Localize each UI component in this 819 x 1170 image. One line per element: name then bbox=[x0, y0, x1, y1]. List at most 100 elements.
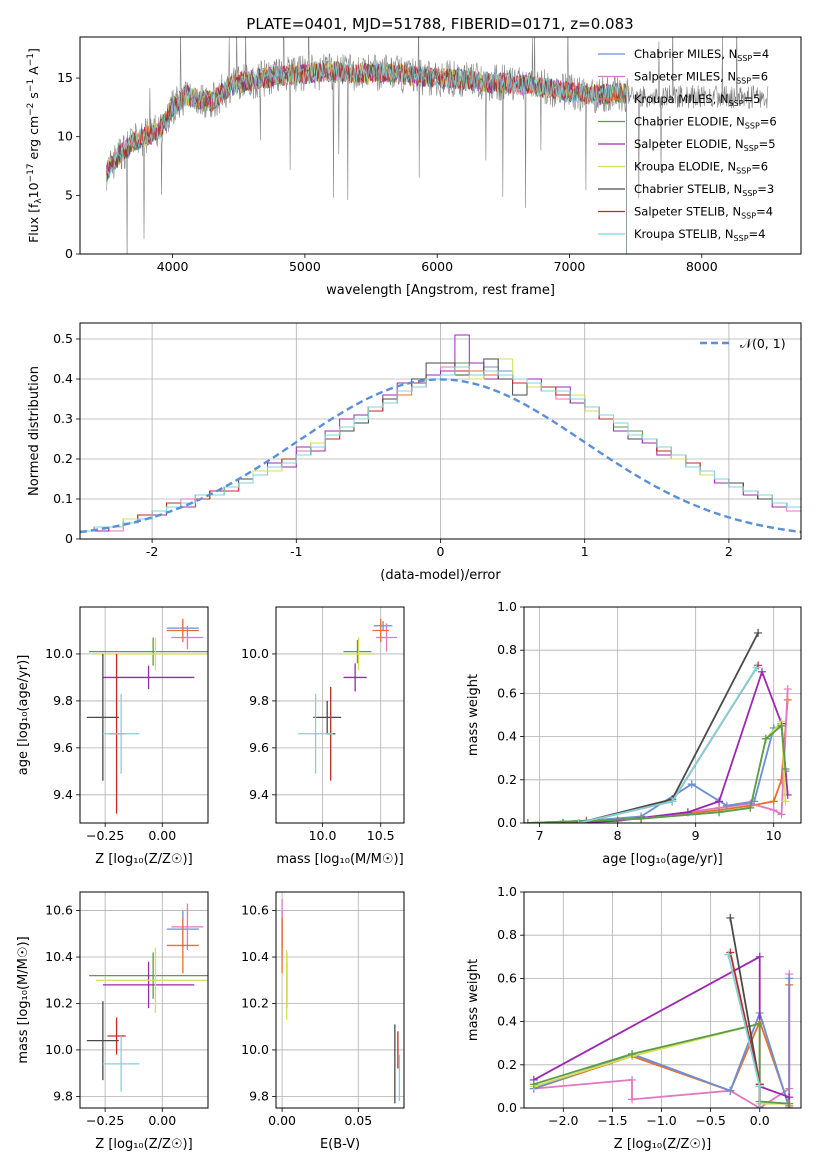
axes-frame bbox=[79, 891, 209, 1109]
x-axis-label: wavelength [Angstrom, rest frame] bbox=[326, 283, 555, 298]
legend-label: Salpeter STELIB, NSSP=4 bbox=[634, 205, 773, 221]
panel-age-vs-mass: 10.0 10.5 9.4 9.6 9.8 10.0 mass [log₁₀(M/M☉)] bbox=[241, 606, 405, 867]
x-tick-label: −0.25 bbox=[86, 828, 124, 843]
plot-area-massweight-vs-Z bbox=[529, 913, 794, 1108]
y-tick-label: 15 bbox=[57, 70, 73, 85]
y-tick-label: 10.0 bbox=[45, 646, 73, 661]
x-axis-label: (data-model)/error bbox=[380, 568, 501, 583]
x-tick-label: 6000 bbox=[421, 259, 453, 274]
histogram-step bbox=[80, 362, 801, 532]
panel-residuals: -2 -1 0 1 2 0 0.1 0.2 0.3 0.4 0.5 𝒩(0, 1) (data-mode… bbox=[27, 322, 802, 583]
y-tick-label: 9.6 bbox=[53, 740, 73, 755]
axes-frame bbox=[79, 606, 209, 824]
y-tick-label: 10 bbox=[57, 129, 73, 144]
y-tick-label: 0.5 bbox=[53, 331, 73, 346]
y-tick-label: 0.0 bbox=[497, 815, 517, 830]
y-tick-label: 10.2 bbox=[45, 995, 73, 1010]
axes-frame bbox=[523, 606, 802, 824]
weight-marker bbox=[755, 1104, 764, 1108]
weight-marker bbox=[785, 974, 794, 983]
weight-marker bbox=[777, 810, 786, 819]
weight-marker bbox=[755, 952, 764, 961]
axes-frame bbox=[523, 891, 802, 1109]
weight-marker bbox=[777, 721, 786, 730]
histogram-step bbox=[80, 366, 801, 532]
legend-label: Salpeter ELODIE, NSSP=5 bbox=[634, 137, 776, 153]
y-tick-label: 9.8 bbox=[249, 693, 269, 708]
plot-area-spectrum bbox=[106, 37, 769, 254]
weight-line bbox=[578, 632, 759, 823]
legend-label: Kroupa STELIB, NSSP=4 bbox=[634, 227, 765, 243]
panel-age-vs-Z: −0.25 0.00 9.4 9.6 9.8 10.0 Z [log₁₀(Z/Z☉)] age… bbox=[16, 606, 209, 867]
histogram-step bbox=[80, 362, 801, 532]
weight-marker bbox=[746, 803, 755, 812]
y-tick-label: 9.4 bbox=[53, 787, 73, 802]
y-tick-label: 0.8 bbox=[497, 642, 517, 657]
y-tick-label: 1.0 bbox=[497, 884, 517, 899]
y-axis-label: Normed distribution bbox=[27, 366, 42, 496]
y-tick-label: 1.0 bbox=[497, 599, 517, 614]
x-axis-label: Z [log₁₀(Z/Z☉)] bbox=[95, 852, 192, 867]
y-tick-label: 10.6 bbox=[45, 903, 73, 918]
y-tick-label: 10.4 bbox=[45, 949, 73, 964]
axes-frame bbox=[79, 36, 802, 255]
y-tick-label: 0.0 bbox=[497, 1100, 517, 1115]
weight-marker bbox=[781, 765, 790, 773]
panel-massweight-vs-Z: −2.0 −1.5 −1.0 −0.5 0.0 0.0 0.2 0.4 0.6 0.8 1.0 Z [… bbox=[466, 884, 802, 1152]
x-tick-label: −1.5 bbox=[597, 1113, 627, 1128]
y-tick-label: 10.0 bbox=[45, 1042, 73, 1057]
plot-area-mass-vs-ebv bbox=[281, 898, 401, 1104]
weight-marker bbox=[783, 685, 792, 694]
weight-marker bbox=[715, 797, 724, 806]
y-tick-label: 0.4 bbox=[53, 371, 73, 386]
x-axis-label: age [log₁₀(age/yr)] bbox=[602, 852, 723, 867]
weight-marker bbox=[628, 1050, 637, 1058]
plot-area-mass-vs-Z bbox=[86, 903, 208, 1092]
weight-marker bbox=[761, 734, 770, 743]
x-tick-label: 0.0 bbox=[750, 1113, 770, 1128]
histogram-step bbox=[80, 358, 801, 532]
weight-marker bbox=[781, 797, 790, 806]
histogram-step bbox=[80, 366, 801, 532]
weight-marker bbox=[726, 913, 735, 922]
x-tick-label: −1.0 bbox=[646, 1113, 676, 1128]
weight-marker bbox=[724, 950, 733, 959]
y-axis-label: mass weight bbox=[466, 674, 481, 756]
histogram-step bbox=[80, 366, 801, 532]
weight-marker bbox=[752, 663, 761, 672]
y-tick-label: 0.8 bbox=[497, 927, 517, 942]
weight-marker bbox=[755, 1019, 764, 1028]
legend-label: Kroupa ELODIE, NSSP=6 bbox=[634, 160, 768, 176]
y-axis-label: age [log₁₀(age/yr)] bbox=[16, 655, 31, 776]
weight-marker bbox=[559, 819, 568, 823]
panel-massweight-vs-age: 7 8 9 10 0.0 0.2 0.4 0.6 0.8 1.0 age [log₁₀(age/yr… bbox=[466, 599, 802, 867]
x-tick-label: 9 bbox=[692, 828, 700, 843]
weight-marker bbox=[637, 814, 646, 823]
weight-marker bbox=[715, 808, 724, 817]
plot-area-age-vs-Z bbox=[86, 618, 208, 814]
model-spectrum bbox=[106, 61, 627, 254]
weight-marker bbox=[613, 816, 622, 823]
x-axis-label: Z [log₁₀(Z/Z☉)] bbox=[95, 1137, 192, 1152]
y-tick-label: 10.0 bbox=[241, 646, 269, 661]
y-tick-label: 0.6 bbox=[497, 685, 517, 700]
weight-marker bbox=[785, 1099, 794, 1108]
y-tick-label: 9.8 bbox=[53, 1088, 73, 1103]
x-tick-label: 10.0 bbox=[309, 828, 337, 843]
x-tick-label: -2 bbox=[146, 544, 158, 559]
y-tick-label: 0.2 bbox=[497, 1057, 517, 1072]
weight-marker bbox=[722, 801, 731, 810]
y-tick-label: 5 bbox=[65, 187, 73, 202]
weight-marker bbox=[529, 1080, 538, 1089]
axes-frame bbox=[79, 322, 802, 540]
panel-mass-vs-ebv: 0.00 0.05 9.8 10.0 10.2 10.4 10.6 E(B-V) bbox=[241, 891, 405, 1152]
histogram-step bbox=[80, 334, 801, 532]
legend-label: Chabrier ELODIE, NSSP=6 bbox=[634, 115, 777, 131]
x-tick-label: −2.0 bbox=[548, 1113, 578, 1128]
y-tick-label: 9.4 bbox=[249, 787, 269, 802]
y-tick-label: 9.6 bbox=[249, 740, 269, 755]
x-tick-label: 4000 bbox=[157, 259, 189, 274]
y-axis-label: mass weight bbox=[466, 959, 481, 1041]
histogram-step bbox=[80, 358, 801, 532]
